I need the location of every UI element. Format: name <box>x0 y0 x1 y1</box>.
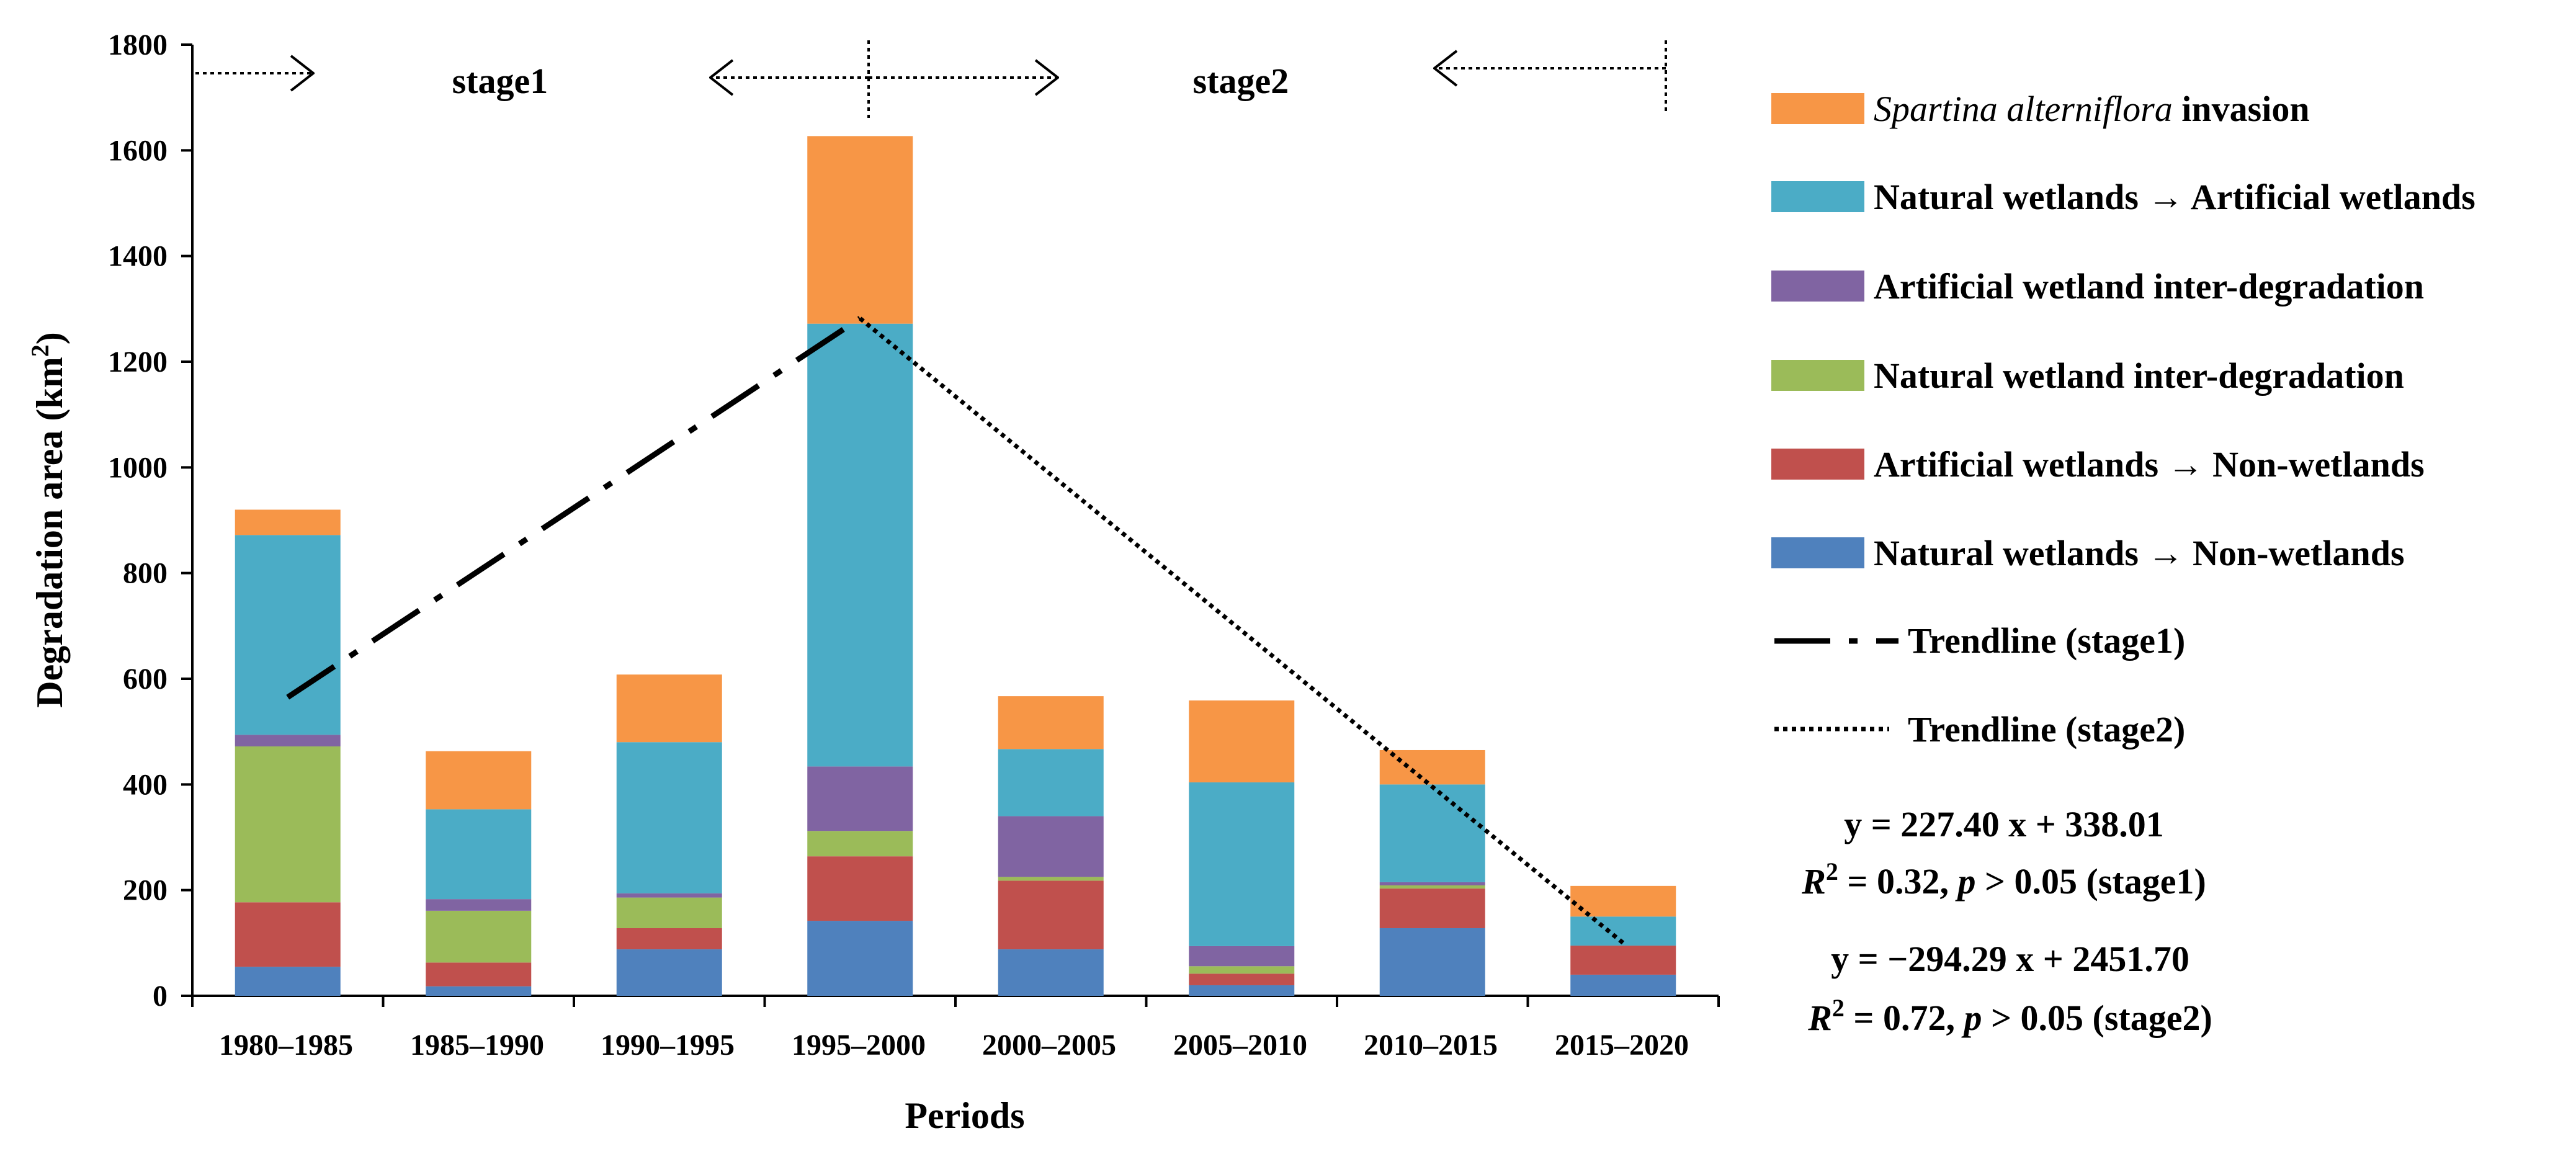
bar-segment <box>998 816 1104 877</box>
bar-segment <box>616 897 722 928</box>
bar-segment <box>616 742 722 893</box>
y-axis-title: Degradation area (km2) <box>26 332 70 707</box>
x-tick-label: 1990–1995 <box>601 1029 735 1062</box>
bar-segment <box>426 899 532 911</box>
bar-segment <box>998 696 1104 750</box>
bar-segment <box>998 949 1104 996</box>
regression-equations: y = 227.40 x + 338.01 R2 = 0.32, p > 0.0… <box>1801 804 2212 1038</box>
bar-segment <box>807 766 913 831</box>
bar-segment <box>807 323 913 767</box>
x-tick-label: 2005–2010 <box>1173 1029 1307 1062</box>
y-tick-label: 800 <box>123 557 168 590</box>
bar-segment <box>235 967 341 996</box>
y-tick-label: 1400 <box>108 240 168 273</box>
x-tick-label: 1980–1985 <box>219 1029 353 1062</box>
bar-segment <box>426 962 532 987</box>
stage2-label: stage2 <box>1193 61 1289 101</box>
bar-segment <box>998 749 1104 817</box>
y-tick-label: 400 <box>123 768 168 801</box>
x-tick-label: 1995–2000 <box>792 1029 926 1062</box>
legend-label-trend1: Trendline (stage1) <box>1908 620 2185 661</box>
bar-segment <box>1189 966 1295 974</box>
legend-label-nat-to-non: Natural wetlands → Non-wetlands <box>1874 533 2405 573</box>
x-tick-label: 2010–2015 <box>1364 1029 1498 1062</box>
stage1-equation: y = 227.40 x + 338.01 <box>1844 804 2164 844</box>
bar-segment <box>807 831 913 857</box>
y-tick-label: 0 <box>153 980 168 1013</box>
legend-label-trend2: Trendline (stage2) <box>1908 709 2185 750</box>
bar-segment <box>1189 700 1295 782</box>
stage1-statistics: R2 = 0.32, p > 0.05 (stage1) <box>1801 857 2206 902</box>
bar-segment <box>1189 782 1295 946</box>
y-tick-label: 1600 <box>108 134 168 167</box>
legend-swatch-nat-to-art <box>1771 181 1864 212</box>
x-tick-label: 1985–1990 <box>410 1029 544 1062</box>
bar-segment <box>235 902 341 967</box>
bar-segment <box>426 986 532 996</box>
legend-label-nat-to-art: Natural wetlands → Artificial wetlands <box>1874 177 2475 217</box>
bar-segment <box>616 949 722 996</box>
bar-segment <box>1379 750 1485 785</box>
legend-swatch-art-to-non <box>1771 449 1864 480</box>
bar-segment <box>998 880 1104 950</box>
bar-segment <box>1570 946 1676 975</box>
legend: Spartina alterniflora invasion Natural w… <box>1771 89 2475 750</box>
x-tick-label: 2000–2005 <box>982 1029 1116 1062</box>
bar-segment <box>1189 985 1295 996</box>
bar-segment <box>616 928 722 950</box>
bar-segment <box>426 910 532 963</box>
bar-segment <box>1189 973 1295 985</box>
bar-segment <box>1379 784 1485 882</box>
bar-segment <box>426 809 532 900</box>
bar-segment <box>1379 882 1485 886</box>
legend-swatch-spartina <box>1771 93 1864 124</box>
bar-segment <box>807 856 913 921</box>
bar-segment <box>235 746 341 903</box>
stage2-equation: y = −294.29 x + 2451.70 <box>1831 939 2189 979</box>
bar-segment <box>1570 885 1676 917</box>
bar-segment <box>235 735 341 747</box>
bar-segment <box>1379 885 1485 889</box>
bars <box>235 136 1676 996</box>
stage2-statistics: R2 = 0.72, p > 0.05 (stage2) <box>1807 994 2212 1038</box>
x-tick-labels: 1980–1985 1985–1990 1990–1995 1995–2000 … <box>219 1029 1689 1062</box>
legend-label-art-inter: Artificial wetland inter-degradation <box>1874 266 2424 307</box>
y-tick-label: 1800 <box>108 29 168 61</box>
y-tick-label: 1200 <box>108 346 168 378</box>
stage-indicators: stage1 stage2 <box>195 40 1667 118</box>
stage1-label: stage1 <box>452 61 548 101</box>
legend-swatch-nat-to-non <box>1771 537 1864 568</box>
legend-label-art-to-non: Artificial wetlands → Non-wetlands <box>1874 444 2425 485</box>
bar-segment <box>1189 946 1295 967</box>
legend-label-nat-inter: Natural wetland inter-degradation <box>1874 356 2404 396</box>
x-axis-title: Periods <box>905 1095 1024 1136</box>
trendline-stage1 <box>286 316 862 700</box>
y-tick-label: 600 <box>123 663 168 696</box>
legend-swatch-art-inter <box>1771 271 1864 302</box>
bar-segment <box>235 509 341 535</box>
bar-segment <box>1379 928 1485 996</box>
y-tick-label: 200 <box>123 874 168 907</box>
legend-swatch-nat-inter <box>1771 360 1864 391</box>
bar-segment <box>426 751 532 810</box>
bar-segment <box>616 674 722 743</box>
bar-segment <box>807 136 913 324</box>
legend-label-spartina: Spartina alterniflora invasion <box>1874 89 2310 129</box>
bar-segment <box>616 893 722 898</box>
x-tick-label: 2015–2020 <box>1555 1029 1689 1062</box>
y-tick-label: 1000 <box>108 451 168 484</box>
bar-segment <box>1570 974 1676 996</box>
bar-segment <box>807 921 913 996</box>
bar-segment <box>1379 888 1485 928</box>
bar-segment <box>235 535 341 735</box>
bar-segment <box>998 877 1104 881</box>
